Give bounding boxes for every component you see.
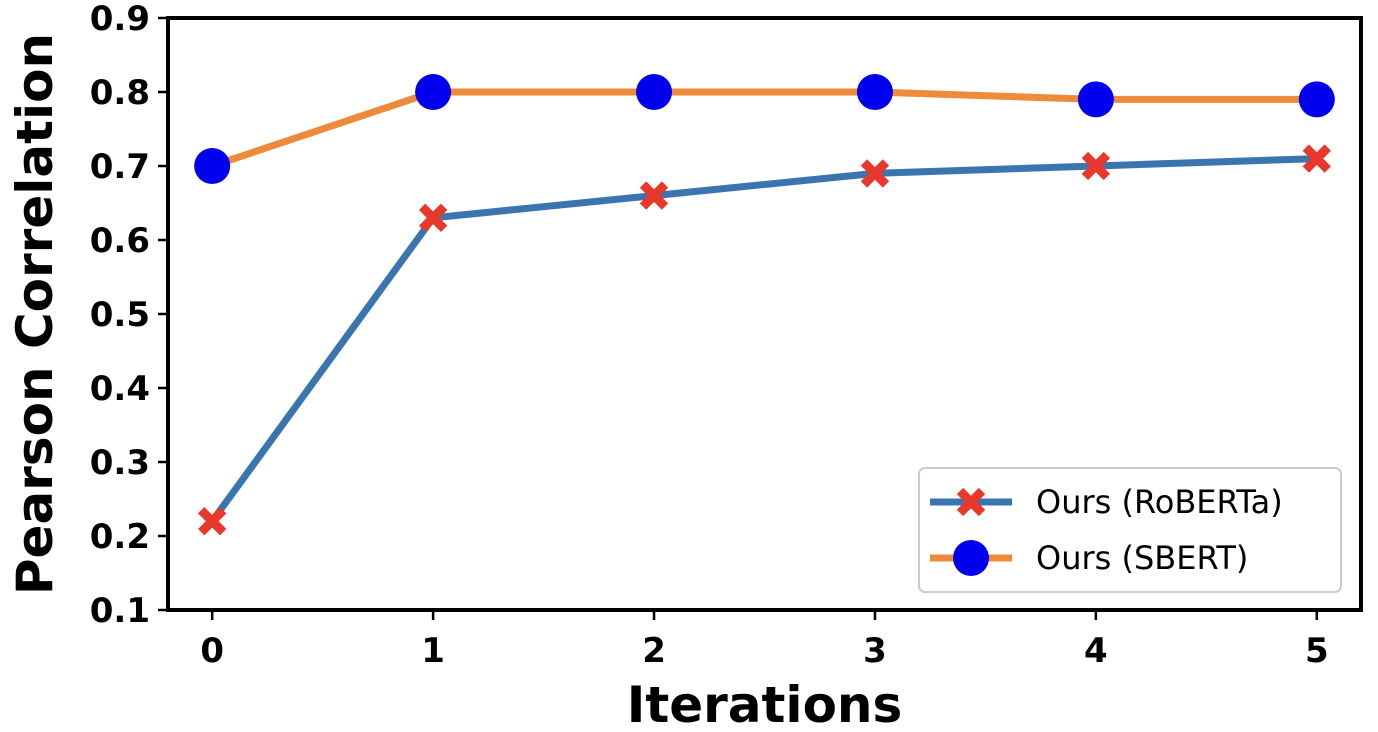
data-point-marker	[198, 507, 227, 536]
x-tick-label: 3	[863, 631, 887, 671]
series-line-0	[209, 155, 1317, 524]
y-tick-label: 0.9	[90, 0, 150, 39]
x-tick-label: 1	[421, 631, 445, 671]
series-line-1	[211, 88, 1317, 170]
legend-items: Ours (RoBERTa) Ours (SBERT)	[930, 483, 1283, 577]
y-tick-label: 0.6	[90, 221, 150, 261]
data-point-marker	[415, 74, 452, 110]
axis-ticks: 0 1 2 3 4 5 0.1 0.2 0.3 0.4 0.5 0.6 0.7 0.8 0.9	[90, 0, 1329, 671]
legend-swatch-marker	[956, 487, 986, 517]
data-point-marker	[1081, 151, 1111, 181]
x-tick-label: 5	[1305, 631, 1329, 671]
data-point-marker	[1298, 81, 1335, 118]
y-tick-label: 0.2	[90, 517, 150, 557]
legend: Ours (RoBERTa) Ours (SBERT)	[918, 467, 1342, 593]
legend-item: Ours (SBERT)	[930, 539, 1248, 577]
x-tick-label: 4	[1084, 631, 1108, 671]
x-tick-label: 2	[642, 631, 666, 671]
data-point-marker	[1302, 144, 1331, 173]
y-tick-label: 0.1	[90, 591, 150, 631]
x-axis-title: Iterations	[627, 676, 903, 732]
y-axis-title: Pearson Correlation	[6, 33, 64, 595]
legend-swatch-marker	[953, 540, 989, 576]
data-point-marker	[194, 148, 231, 184]
data-point-marker	[856, 74, 893, 110]
y-tick-label: 0.7	[90, 147, 150, 187]
legend-item: Ours (RoBERTa)	[930, 483, 1283, 521]
data-point-marker	[639, 181, 669, 210]
y-tick-label: 0.8	[90, 73, 150, 113]
legend-label: Ours (RoBERTa)	[1036, 483, 1283, 521]
series-lines	[209, 88, 1317, 524]
x-tick-label: 0	[200, 631, 224, 671]
data-point-marker	[860, 159, 890, 188]
y-tick-label: 0.5	[90, 295, 150, 335]
series-markers	[194, 74, 1335, 536]
legend-label: Ours (SBERT)	[1036, 539, 1248, 577]
y-tick-label: 0.4	[90, 369, 150, 409]
legend-box	[918, 467, 1342, 593]
data-point-marker	[636, 74, 673, 110]
data-point-marker	[1077, 81, 1114, 118]
y-tick-label: 0.3	[90, 443, 150, 483]
data-point-marker	[418, 203, 448, 232]
